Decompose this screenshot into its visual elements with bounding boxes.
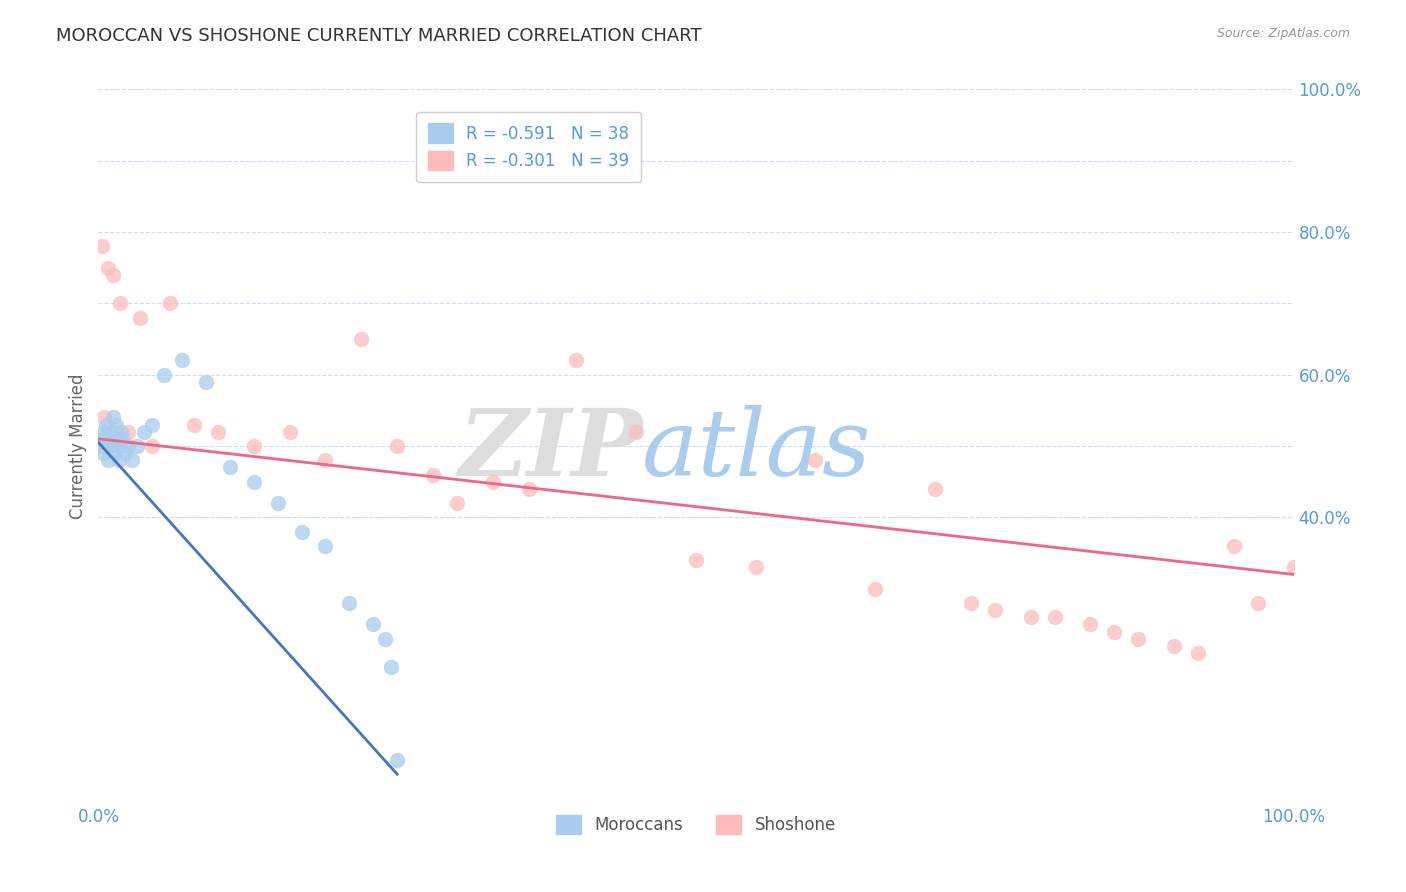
Point [132,425,155,439]
Point [924,482,946,496]
Point [91,432,114,446]
Point [243,439,266,453]
Point [291,524,314,539]
Point [1187,646,1209,660]
Point [385,439,409,453]
Point [107,453,129,467]
Point [267,496,290,510]
Point [195,375,218,389]
Point [104,432,127,446]
Point [1163,639,1185,653]
Point [315,453,337,467]
Point [153,368,176,382]
Point [207,425,229,439]
Point [90,439,112,453]
Point [315,539,337,553]
Point [141,439,163,453]
Point [96,439,118,453]
Point [117,425,139,439]
Point [100,425,122,439]
Point [1019,610,1042,624]
Point [374,632,396,646]
Point [125,439,148,453]
Point [105,417,128,432]
Text: MOROCCAN VS SHOSHONE CURRENTLY MARRIED CORRELATION CHART: MOROCCAN VS SHOSHONE CURRENTLY MARRIED C… [56,27,702,45]
Point [363,617,385,632]
Point [804,453,827,467]
Point [94,417,117,432]
Point [339,596,361,610]
Point [108,439,131,453]
Point [103,446,125,460]
Point [1080,617,1102,632]
Point [183,417,205,432]
Point [1223,539,1246,553]
Point [385,753,409,767]
Point [422,467,444,482]
Y-axis label: Currently Married: Currently Married [69,373,87,519]
Point [97,453,120,467]
Point [111,432,134,446]
Point [1282,560,1305,574]
Point [626,425,648,439]
Point [93,410,115,425]
Point [565,353,588,368]
Point [141,417,163,432]
Point [1104,624,1126,639]
Point [110,425,132,439]
Point [172,353,194,368]
Point [745,560,768,574]
Legend: Moroccans, Shoshone: Moroccans, Shoshone [550,808,842,841]
Point [114,446,136,460]
Point [685,553,707,567]
Point [219,460,242,475]
Point [117,439,139,453]
Point [380,660,402,674]
Point [960,596,983,610]
Point [108,296,131,310]
Text: ZIP: ZIP [458,405,643,494]
Point [101,410,124,425]
Point [98,439,122,453]
Point [243,475,266,489]
Text: atlas: atlas [643,405,872,494]
Point [517,482,540,496]
Point [91,239,114,253]
Point [1043,610,1066,624]
Point [984,603,1007,617]
Point [1247,596,1270,610]
Point [278,425,301,439]
Point [121,453,143,467]
Point [93,425,115,439]
Point [482,475,505,489]
Point [101,268,124,282]
Point [446,496,468,510]
Point [159,296,181,310]
Point [98,432,121,446]
Point [107,439,129,453]
Point [97,260,120,275]
Point [350,332,373,346]
Point [129,310,152,325]
Point [865,582,887,596]
Text: Source: ZipAtlas.com: Source: ZipAtlas.com [1216,27,1350,40]
Point [91,446,114,460]
Point [1128,632,1150,646]
